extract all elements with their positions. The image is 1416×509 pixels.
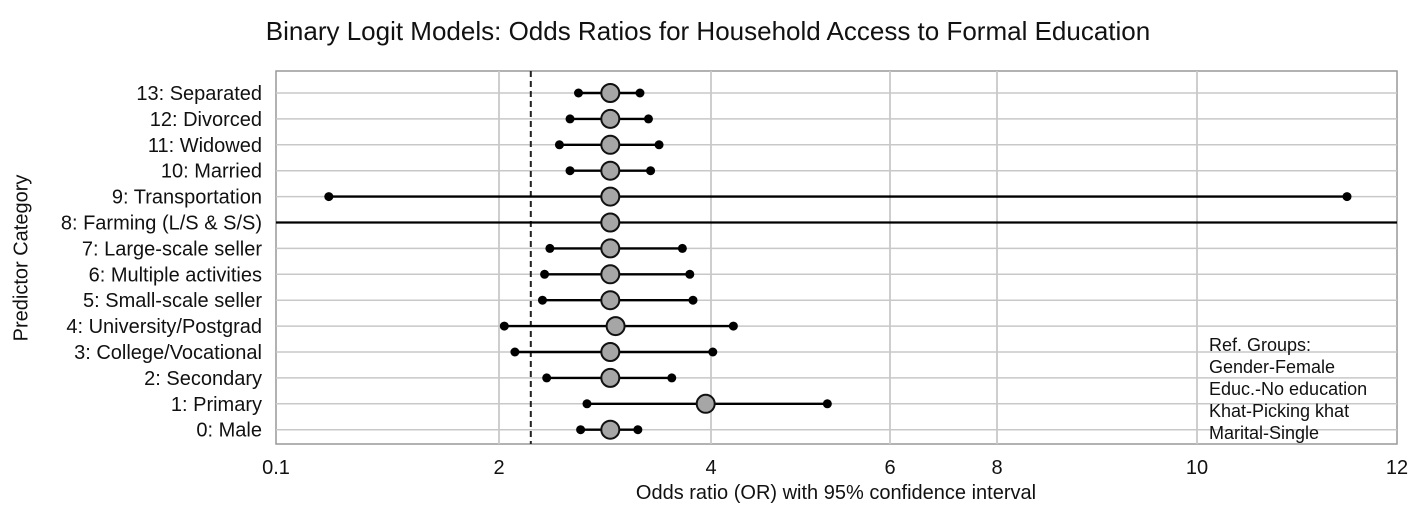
x-tick-label: 10: [1186, 457, 1208, 479]
ci-upper-cap: [635, 88, 645, 98]
ci-lower-cap: [510, 347, 520, 357]
y-tick-label: 4: University/Postgrad: [66, 316, 262, 338]
ci-upper-cap: [822, 399, 832, 409]
ci-lower-cap: [576, 425, 586, 435]
reference-groups-note: Ref. Groups:: [1209, 335, 1311, 355]
y-tick-label: 12: Divorced: [150, 109, 262, 131]
ci-lower-cap: [499, 321, 509, 331]
odds-ratio-point: [600, 238, 621, 259]
y-tick-label: 11: Widowed: [148, 135, 262, 157]
y-tick-label: 10: Married: [161, 161, 262, 183]
y-tick-label: 5: Small-scale seller: [83, 290, 262, 312]
ci-upper-cap: [667, 373, 677, 383]
ci-upper-cap: [685, 269, 695, 279]
odds-ratio-point: [600, 134, 621, 155]
ci-upper-cap: [643, 114, 653, 124]
ci-upper-cap: [677, 243, 687, 253]
ci-lower-cap: [324, 192, 334, 202]
y-tick-label: 2: Secondary: [144, 368, 262, 390]
chart-title: Binary Logit Models: Odds Ratios for Hou…: [265, 16, 1151, 46]
x-tick-label: 4: [705, 457, 716, 479]
ci-upper-cap: [646, 166, 656, 176]
y-tick-label: 8: Farming (L/S & S/S): [61, 213, 262, 235]
odds-ratio-point: [600, 290, 621, 311]
odds-ratio-point: [600, 264, 621, 285]
ci-upper-cap: [728, 321, 738, 331]
y-tick-label: 0: Male: [196, 420, 262, 442]
x-axis-label: Odds ratio (OR) with 95% confidence inte…: [635, 482, 1037, 504]
ci-lower-cap: [554, 140, 564, 150]
x-tick-label: 12: [1386, 457, 1408, 479]
ci-upper-cap: [633, 425, 643, 435]
x-tick-label: 0.1: [262, 457, 290, 479]
y-tick-label: 1: Primary: [171, 394, 262, 416]
odds-ratio-point: [600, 108, 621, 129]
x-tick-label: 8: [991, 457, 1002, 479]
reference-groups-note: Marital-Single: [1209, 423, 1319, 443]
y-tick-label: 9: Transportation: [112, 187, 262, 209]
ci-lower-cap: [540, 269, 550, 279]
reference-groups-note: Educ.-No education: [1209, 379, 1367, 399]
odds-ratio-point: [600, 160, 621, 181]
plot-frame: [275, 70, 1398, 445]
odds-ratio-point: [600, 83, 621, 103]
odds-ratio-point: [600, 367, 621, 388]
odds-ratio-point: [695, 393, 716, 414]
y-tick-label: 6: Multiple activities: [89, 264, 262, 286]
reference-groups-note: Khat-Picking khat: [1209, 401, 1349, 421]
odds-ratio-point: [600, 186, 621, 207]
ci-upper-cap: [708, 347, 718, 357]
y-tick-label: 13: Separated: [136, 83, 262, 105]
reference-groups-note: Gender-Female: [1209, 357, 1335, 377]
ci-upper-cap: [654, 140, 664, 150]
ci-lower-cap: [545, 243, 555, 253]
odds-ratio-point: [600, 342, 621, 362]
ci-lower-cap: [565, 114, 575, 124]
ci-upper-cap: [688, 295, 698, 305]
ci-lower-cap: [542, 373, 552, 383]
y-tick-label: 3: College/Vocational: [74, 342, 262, 364]
odds-ratio-point: [605, 316, 626, 337]
ci-lower-cap: [574, 88, 583, 98]
ci-lower-cap: [565, 166, 575, 176]
odds-ratio-point: [600, 212, 621, 233]
odds-ratio-point: [600, 419, 621, 440]
ci-lower-cap: [537, 295, 547, 305]
ci-lower-cap: [582, 399, 592, 409]
x-tick-label: 2: [493, 457, 504, 479]
ci-upper-cap: [1342, 192, 1352, 202]
x-tick-label: 6: [884, 457, 895, 479]
y-tick-label: 7: Large-scale seller: [82, 238, 262, 260]
